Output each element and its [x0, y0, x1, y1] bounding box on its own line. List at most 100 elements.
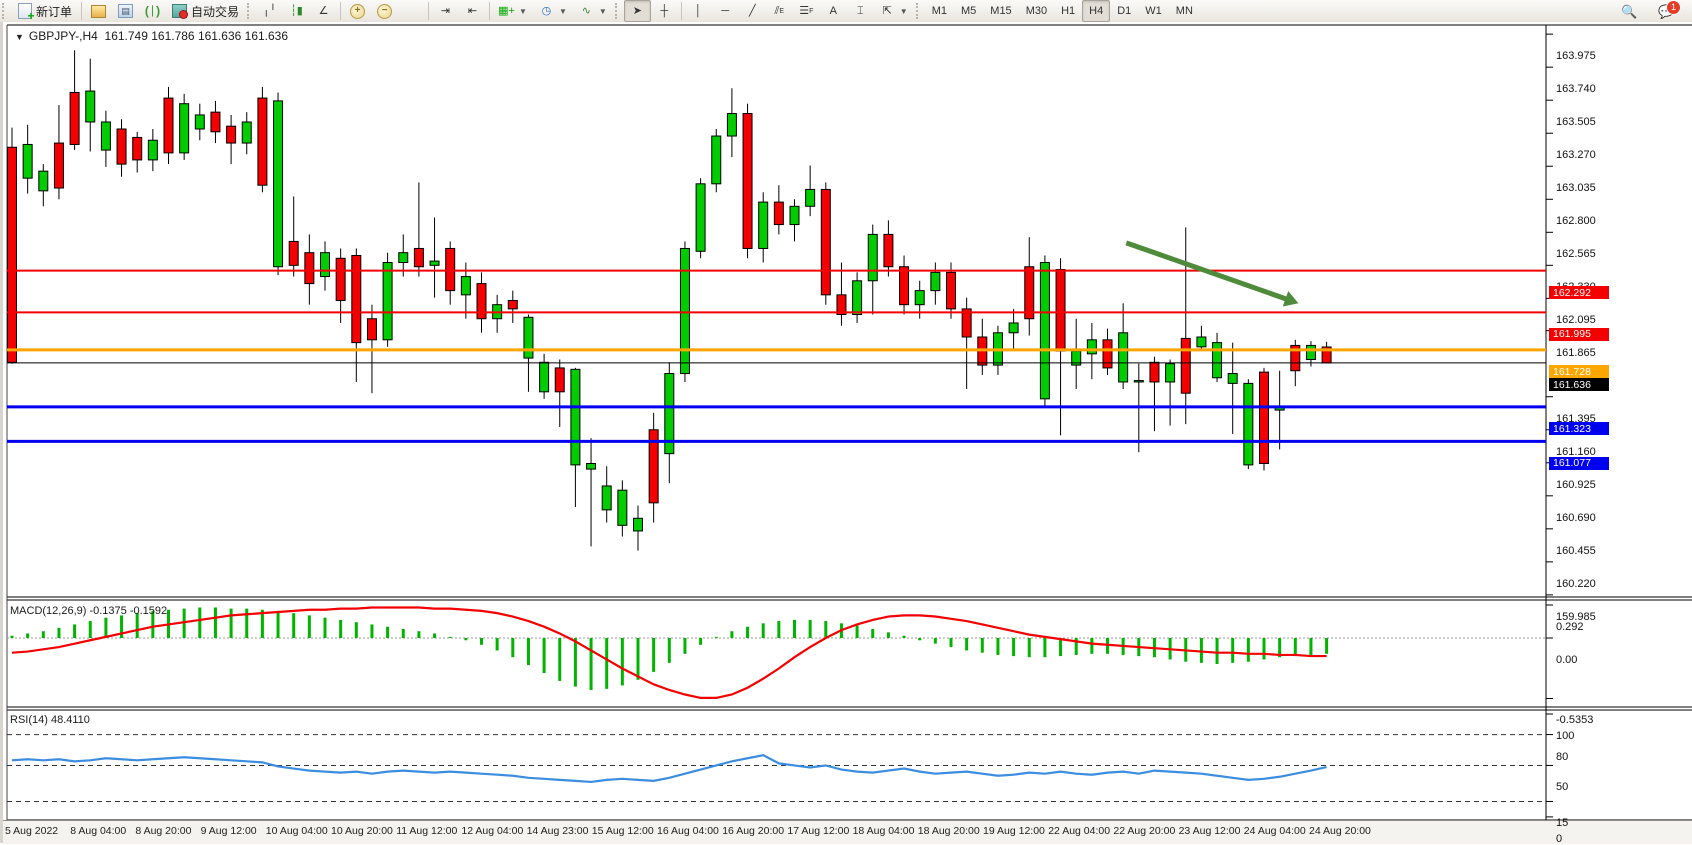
candle-body	[539, 361, 550, 393]
time-axis[interactable]	[3, 820, 1692, 844]
price-tick-163.270: 163.270	[1556, 149, 1596, 162]
auto-trading-button[interactable]: 自动交易	[166, 0, 245, 22]
candle-body	[648, 429, 659, 504]
text-button[interactable]: A	[820, 0, 847, 22]
chart-canvas[interactable]	[3, 22, 1692, 843]
trendline-button[interactable]: ╱	[739, 0, 766, 22]
search-button[interactable]: 🔍	[1616, 0, 1643, 22]
horizontal-line-button[interactable]: ─	[712, 0, 739, 22]
candle-body	[617, 489, 628, 526]
price-tick-163.505: 163.505	[1556, 116, 1596, 129]
crosshair-button[interactable]: ┼	[651, 0, 678, 22]
timeframe-W1[interactable]: W1	[1145, 5, 1162, 17]
price-tag-162.292: 162.292	[1549, 286, 1609, 300]
timeframe-H4[interactable]: H4	[1082, 0, 1111, 22]
candle-body	[679, 247, 690, 375]
rsi-tick-0: 0	[1556, 832, 1563, 845]
timeframe-MN[interactable]: MN	[1175, 5, 1193, 17]
new-order-button[interactable]: 新订单	[11, 0, 78, 22]
price-tick-163.740: 163.740	[1556, 83, 1596, 96]
candle-body	[7, 146, 17, 363]
macd-pane[interactable]	[7, 600, 1546, 707]
separator	[340, 2, 342, 20]
cursor-button[interactable]: ➤	[623, 0, 651, 22]
chart-shift-button[interactable]: ⇥	[432, 0, 459, 22]
chat-button[interactable]: 💬1	[1653, 0, 1681, 22]
candle-body	[758, 201, 769, 249]
candle-body	[194, 114, 205, 130]
candle-body	[429, 260, 440, 266]
data-window-button[interactable]: ▤	[112, 0, 139, 22]
candle-body	[601, 485, 612, 511]
date-label: 8 Aug 04:00	[70, 825, 127, 837]
toolbar-grip[interactable]	[2, 3, 9, 19]
collapse-triangle-icon[interactable]: ▼	[15, 32, 24, 42]
candle-body	[445, 247, 456, 292]
periods-button[interactable]: ◷ ▼	[533, 0, 573, 22]
macd-tick-0.292: 0.292	[1556, 621, 1584, 633]
price-tick-160.220: 160.220	[1556, 577, 1596, 590]
candlestick-chart-button[interactable]: ┆▮	[283, 0, 310, 22]
timeframe-M5[interactable]: M5	[961, 5, 977, 17]
candle-body	[1024, 266, 1035, 320]
timeframe-group: M1 M5 M15 M30 H1 H4 D1 W1 MN	[925, 0, 1200, 22]
timeframe-M30[interactable]: M30	[1025, 5, 1048, 17]
chart-window[interactable]: ▼ GBPJPY-,H4 161.749 161.786 161.636 161.…	[0, 22, 1692, 845]
timeframe-D1[interactable]: D1	[1117, 5, 1132, 17]
new-chart-button[interactable]: ▦+ ▼	[498, 4, 527, 17]
tile-windows-button[interactable]	[398, 0, 425, 22]
rsi-tick-100: 100	[1556, 730, 1575, 742]
candle-body	[1196, 336, 1207, 348]
timeframe-H1[interactable]: H1	[1061, 5, 1076, 17]
navigator-button[interactable]: (ᛁ)	[139, 0, 166, 22]
toolbar-grip[interactable]	[614, 3, 622, 19]
market-watch-icon	[91, 4, 107, 19]
zoom-in-icon: +	[350, 3, 366, 19]
vertical-line-icon: │	[694, 4, 702, 17]
date-label: 11 Aug 12:00	[396, 825, 458, 837]
fibonacci-button[interactable]: ☰ F	[793, 0, 820, 22]
zoom-out-button[interactable]: −	[371, 0, 398, 22]
market-watch-button[interactable]	[85, 0, 112, 22]
price-tick-163.035: 163.035	[1556, 182, 1596, 195]
text-label-button[interactable]: ⌶	[847, 0, 874, 22]
macd-indicator-label: MACD(12,26,9) -0.1375 -0.1592	[10, 605, 168, 617]
candle-body	[664, 373, 675, 455]
candle-body	[132, 136, 143, 161]
templates-button[interactable]: ∿ ▼	[573, 0, 613, 22]
candle-body	[820, 188, 831, 296]
clock-icon: ◷	[541, 4, 552, 17]
toolbar-grip[interactable]	[915, 3, 923, 19]
symbol-period: GBPJPY-,H4	[28, 29, 98, 43]
bar-chart-button[interactable]: ╷╵	[256, 0, 283, 22]
macd-tick-0.00: 0.00	[1556, 654, 1578, 666]
text-label-icon: ⌶	[856, 4, 864, 17]
vertical-line-button[interactable]: │	[685, 0, 712, 22]
auto-trading-icon	[172, 4, 189, 19]
candle-body	[1086, 339, 1097, 355]
line-chart-icon: ∠	[318, 4, 329, 17]
date-label: 17 Aug 12:00	[787, 825, 850, 837]
timeframe-M15[interactable]: M15	[990, 5, 1012, 17]
date-label: 12 Aug 04:00	[461, 825, 524, 837]
toolbar-grip[interactable]	[247, 3, 254, 19]
arrows-button[interactable]: ⇱ ▼	[874, 0, 914, 22]
new-chart-icon: ▦+	[498, 4, 515, 17]
line-chart-button[interactable]: ∠	[310, 0, 337, 22]
main-pane[interactable]	[7, 25, 1546, 597]
date-label: 15 Aug 12:00	[591, 825, 654, 837]
price-tick-162.800: 162.800	[1556, 215, 1596, 228]
trend-arrow[interactable]	[1125, 240, 1290, 303]
date-label: 18 Aug 20:00	[917, 825, 980, 837]
candle-body	[742, 113, 753, 249]
candle-body	[1259, 371, 1269, 464]
macd-tick--0.5353: -0.5353	[1556, 714, 1594, 727]
zoom-in-button[interactable]: +	[344, 0, 371, 22]
price-tick-161.865: 161.865	[1556, 346, 1596, 359]
chart-autoscroll-button[interactable]: ⇤	[459, 0, 486, 22]
candle-body	[633, 517, 643, 532]
equidistant-channel-button[interactable]: ⫽ E	[766, 0, 793, 22]
timeframe-M1[interactable]: M1	[931, 5, 947, 17]
date-label: 14 Aug 23:00	[526, 825, 589, 837]
auto-trading-label: 自动交易	[191, 4, 240, 19]
